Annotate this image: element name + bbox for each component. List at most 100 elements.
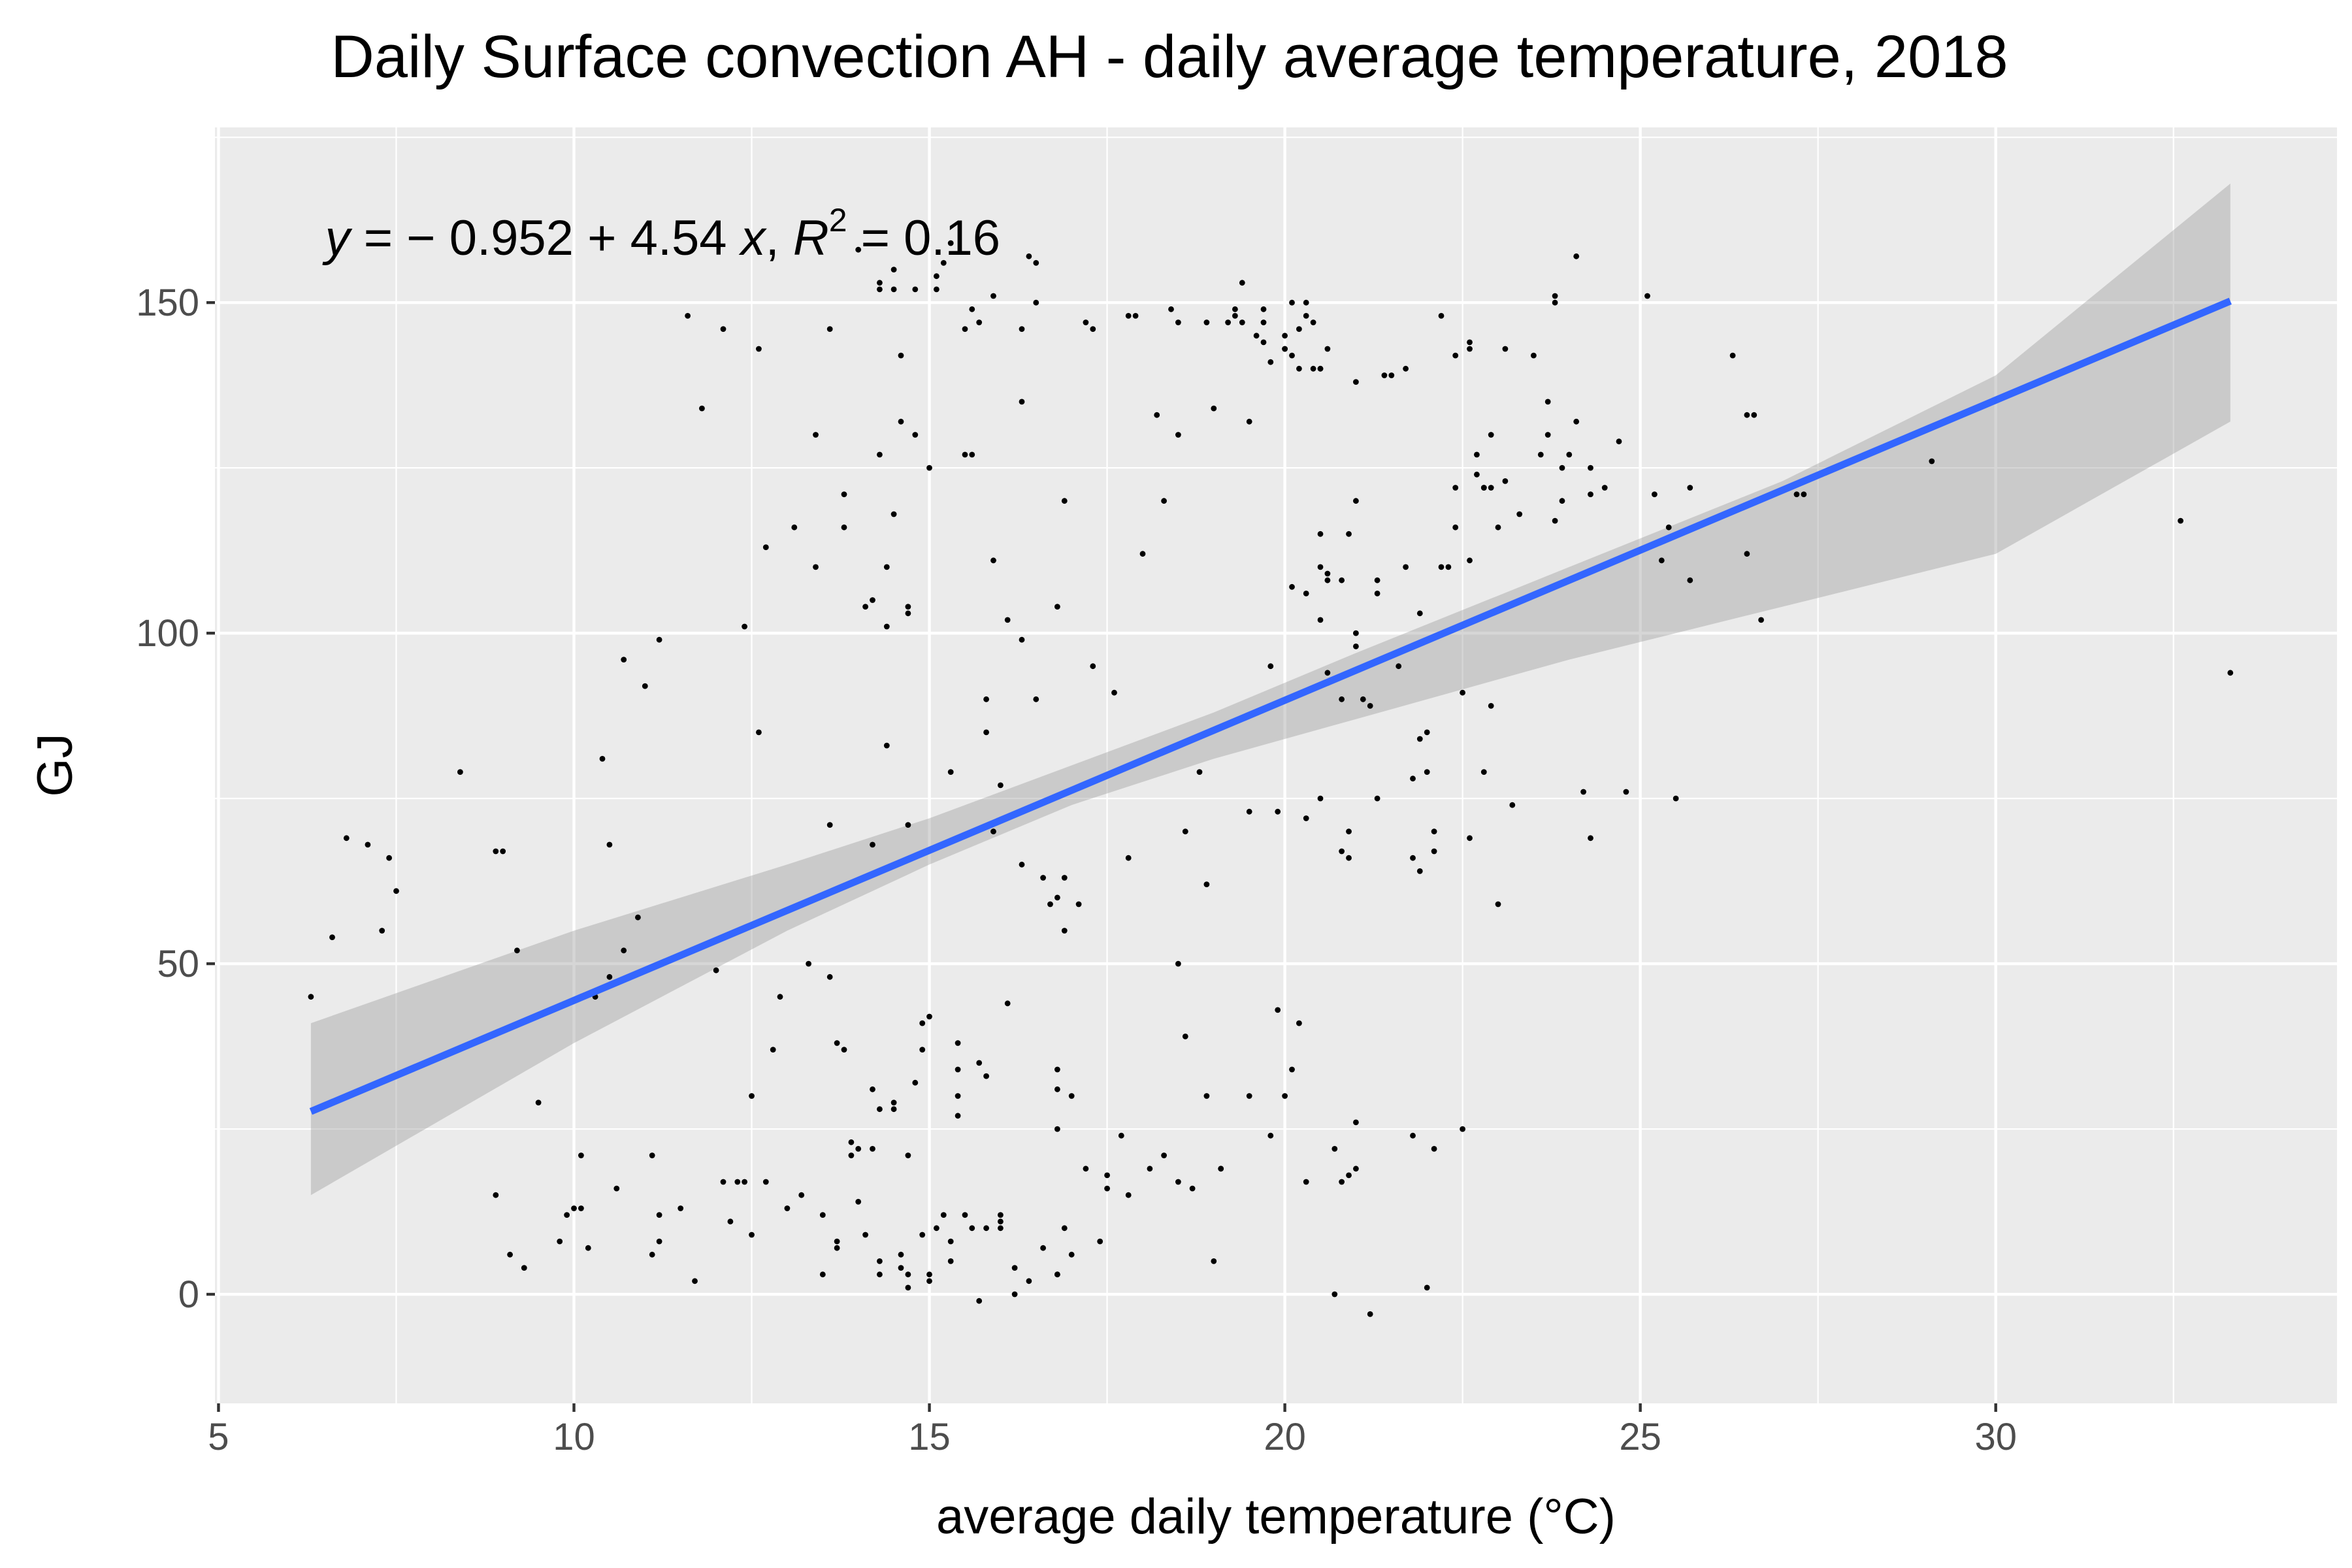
- data-point: [1260, 319, 1267, 325]
- data-point: [1744, 412, 1750, 418]
- data-point: [457, 769, 463, 775]
- data-point: [1111, 689, 1117, 696]
- data-point: [955, 1066, 961, 1073]
- data-point: [386, 855, 392, 861]
- data-point: [1360, 696, 1366, 702]
- data-point: [1317, 365, 1324, 372]
- data-point: [1296, 1020, 1302, 1026]
- data-points: [308, 240, 2234, 1317]
- data-point: [749, 1232, 755, 1238]
- data-point: [1324, 577, 1331, 583]
- data-point: [1410, 1132, 1416, 1139]
- data-point: [919, 1047, 926, 1053]
- data-point: [1275, 808, 1281, 815]
- equation-mid: = − 0.952 + 4.54: [350, 210, 741, 266]
- data-point: [1566, 451, 1573, 458]
- data-point: [1019, 326, 1025, 332]
- data-point: [2178, 517, 2184, 524]
- data-point: [720, 326, 727, 332]
- y-tick-label: 0: [178, 1273, 199, 1316]
- data-point: [1452, 352, 1459, 359]
- data-point: [976, 1298, 983, 1304]
- data-point: [1396, 663, 1402, 670]
- data-point: [1403, 365, 1409, 372]
- data-point: [1353, 1119, 1359, 1126]
- data-point: [1431, 848, 1437, 855]
- x-tick-label: 30: [1974, 1416, 2017, 1458]
- data-point: [976, 319, 983, 325]
- data-point: [734, 1179, 741, 1185]
- data-point: [1246, 808, 1252, 815]
- data-point: [1019, 636, 1025, 643]
- data-point: [1154, 412, 1160, 418]
- data-point: [1552, 293, 1558, 299]
- data-point: [1339, 696, 1345, 702]
- data-point: [1374, 577, 1380, 583]
- data-point: [1460, 1126, 1466, 1132]
- data-point: [826, 326, 833, 332]
- data-point: [905, 604, 911, 610]
- x-tick-label: 25: [1619, 1416, 1661, 1458]
- equation-r-suffix: = 0.16: [847, 210, 1001, 266]
- data-point: [855, 1146, 862, 1152]
- data-point: [934, 1225, 939, 1232]
- data-point: [926, 465, 932, 471]
- data-point: [343, 835, 350, 841]
- data-point: [1410, 855, 1416, 861]
- data-point: [1083, 1166, 1089, 1172]
- data-point: [990, 293, 996, 299]
- plot-panel: [215, 127, 2337, 1403]
- data-point: [877, 1106, 883, 1113]
- data-point: [947, 1238, 954, 1245]
- data-point: [819, 1271, 826, 1278]
- data-point: [1147, 1166, 1153, 1172]
- data-point: [1175, 319, 1181, 325]
- data-point: [1104, 1185, 1110, 1192]
- data-point: [535, 1100, 542, 1105]
- data-point: [1346, 531, 1352, 537]
- data-point: [1588, 465, 1593, 471]
- data-point: [713, 967, 719, 973]
- data-point: [1431, 828, 1437, 835]
- data-point: [798, 1192, 805, 1198]
- data-point: [1282, 1093, 1288, 1099]
- data-point: [1189, 1185, 1196, 1192]
- data-point: [998, 1225, 1004, 1232]
- data-point: [1573, 418, 1580, 425]
- data-point: [784, 1205, 791, 1211]
- data-point: [1445, 564, 1452, 570]
- data-point: [1317, 617, 1324, 623]
- y-tick-label: 50: [157, 943, 199, 985]
- data-point: [883, 623, 890, 630]
- data-point: [1403, 564, 1409, 570]
- data-point: [1054, 1126, 1060, 1132]
- data-point: [870, 1146, 875, 1152]
- data-point: [777, 994, 783, 1000]
- data-point: [1004, 617, 1011, 623]
- data-point: [877, 1271, 883, 1278]
- data-point: [1019, 399, 1025, 405]
- data-point: [1282, 346, 1288, 352]
- data-point: [1339, 577, 1345, 583]
- data-point: [862, 604, 868, 610]
- data-point: [1502, 346, 1509, 352]
- data-point: [955, 1040, 961, 1046]
- data-point: [1182, 1034, 1188, 1039]
- data-point: [883, 742, 890, 749]
- data-point: [813, 564, 819, 570]
- data-point: [1331, 1291, 1338, 1298]
- data-point: [1573, 253, 1580, 259]
- data-point: [2227, 670, 2234, 676]
- data-point: [649, 1251, 655, 1258]
- data-point: [962, 326, 968, 332]
- data-point: [1339, 848, 1345, 855]
- data-point: [578, 1205, 584, 1211]
- data-point: [1687, 485, 1693, 491]
- data-point: [1040, 875, 1046, 881]
- data-point: [308, 994, 314, 1000]
- data-point: [1182, 828, 1188, 835]
- data-point: [1168, 306, 1174, 312]
- data-point: [990, 828, 996, 835]
- x-tick-label: 10: [553, 1416, 595, 1458]
- data-point: [1353, 1166, 1359, 1172]
